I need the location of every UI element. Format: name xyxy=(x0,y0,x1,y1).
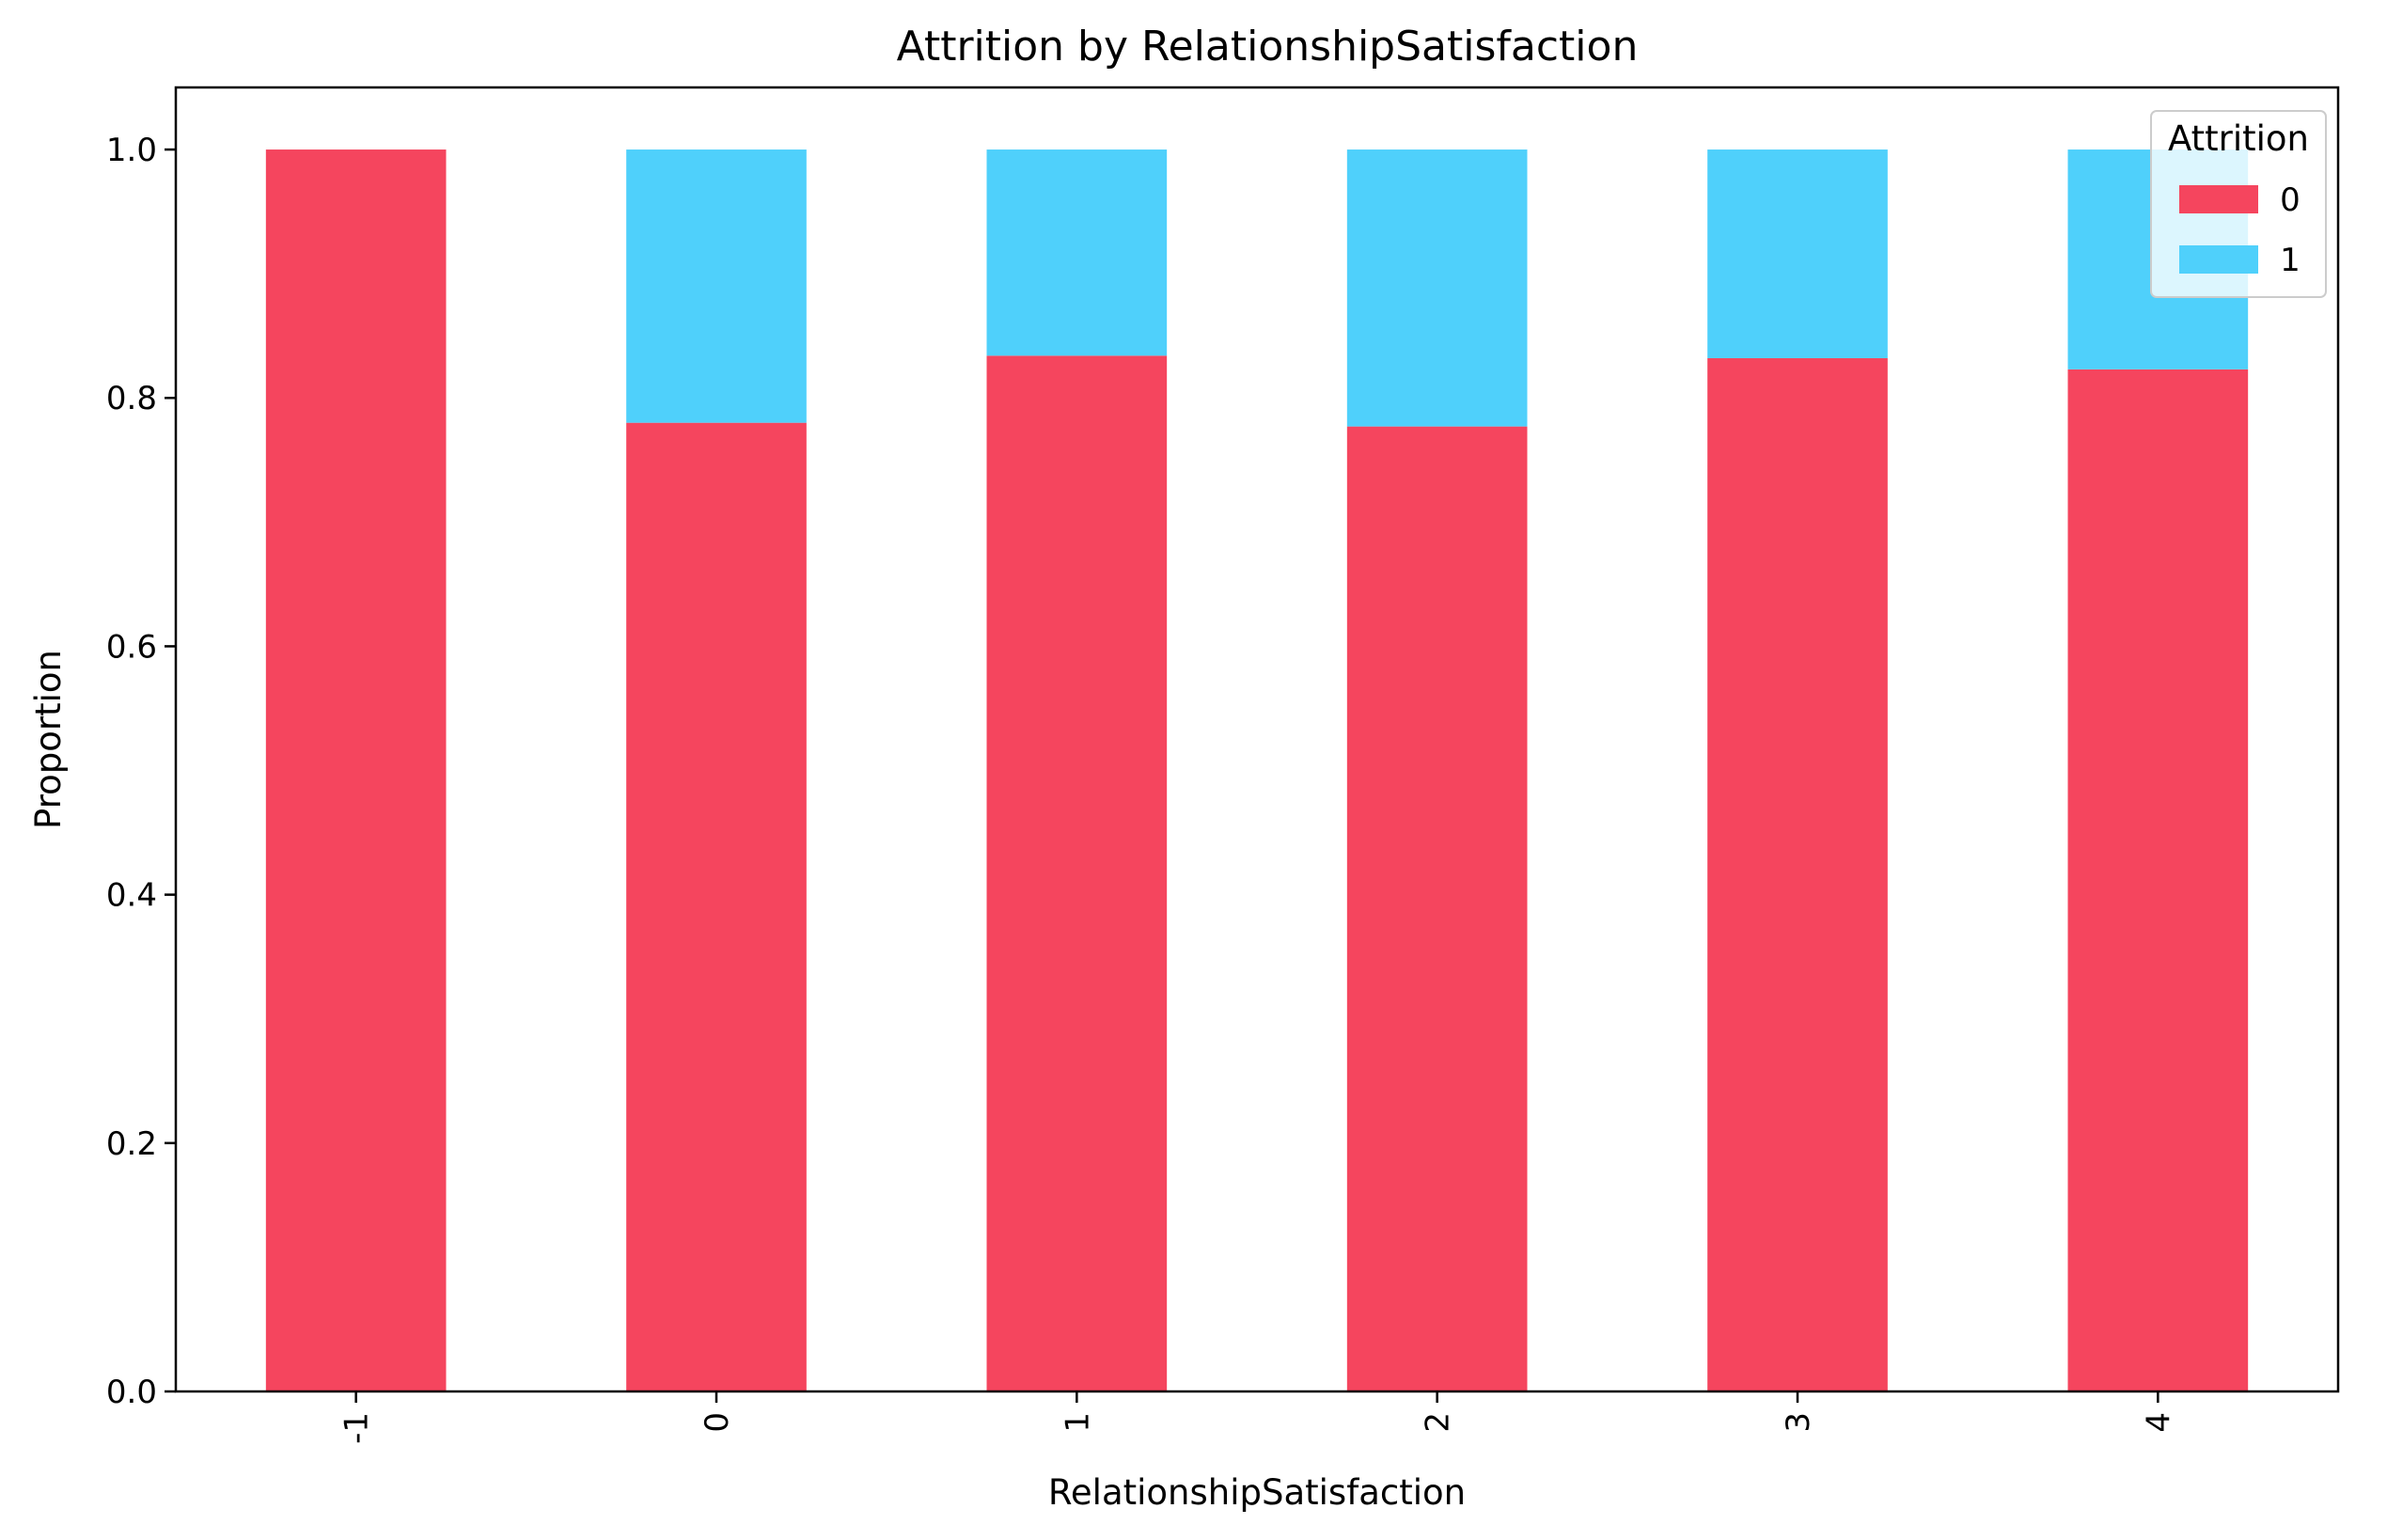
bar-1-attrition-1 xyxy=(986,149,1168,356)
bar-2-attrition-1 xyxy=(1346,149,1528,427)
legend-label-1: 1 xyxy=(2280,242,2301,279)
x-tick-label: 3 xyxy=(1780,1412,1817,1433)
legend-title: Attrition xyxy=(2168,118,2309,159)
legend-swatch-0 xyxy=(2179,185,2258,213)
bars-layer xyxy=(265,149,2249,1392)
x-tick-label: 2 xyxy=(1420,1412,1457,1433)
bar-1-attrition-0 xyxy=(986,355,1168,1392)
x-tick-label: 1 xyxy=(1059,1412,1096,1433)
y-tick-label: 0.2 xyxy=(106,1125,157,1163)
x-axis: -1 0 1 2 3 4 xyxy=(338,1391,2177,1444)
bar-2-attrition-0 xyxy=(1346,426,1528,1391)
x-axis-label: RelationshipSatisfaction xyxy=(1048,1472,1466,1513)
bar-4-attrition-0 xyxy=(2067,369,2249,1391)
bar-0-attrition-1 xyxy=(626,149,807,423)
x-tick-label: 4 xyxy=(2140,1412,2177,1433)
plot-frame xyxy=(174,86,2340,1393)
legend-items: 01 xyxy=(2179,181,2301,279)
x-tick-label: 0 xyxy=(699,1412,736,1433)
bar-3-attrition-0 xyxy=(1707,357,1888,1391)
y-tick-label: 0.4 xyxy=(106,877,157,915)
y-tick-label: 0.8 xyxy=(106,380,157,417)
bar--1-attrition-0 xyxy=(265,149,447,1392)
y-tick-label: 0.0 xyxy=(106,1374,157,1411)
y-tick-label: 0.6 xyxy=(106,628,157,666)
legend-label-0: 0 xyxy=(2280,181,2301,219)
chart-title: Attrition by RelationshipSatisfaction xyxy=(897,23,1639,71)
bar-3-attrition-1 xyxy=(1707,149,1888,358)
x-tick-label: -1 xyxy=(338,1412,376,1444)
legend: Attrition 01 xyxy=(2150,110,2327,298)
y-axis-label: Proportion xyxy=(28,650,69,829)
y-tick-label: 1.0 xyxy=(106,132,157,169)
y-axis: 0.0 0.2 0.4 0.6 0.8 1.0 xyxy=(106,132,176,1411)
bar-0-attrition-0 xyxy=(626,422,807,1392)
legend-swatch-1 xyxy=(2179,245,2258,274)
